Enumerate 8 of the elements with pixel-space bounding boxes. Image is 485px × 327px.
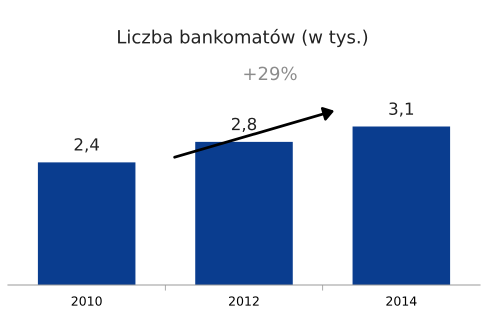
x-tick-label: 2012: [229, 296, 259, 306]
data-label: 3,1: [389, 102, 414, 117]
x-tick-label: 2014: [386, 296, 417, 306]
text: +29%: [244, 66, 297, 80]
data-label: 2,4: [74, 138, 99, 152]
chart-title: Liczba bankomatów (w tys.): [118, 28, 368, 48]
data-label: 2,8: [232, 118, 256, 132]
x-tick-label: 2010: [72, 296, 102, 306]
